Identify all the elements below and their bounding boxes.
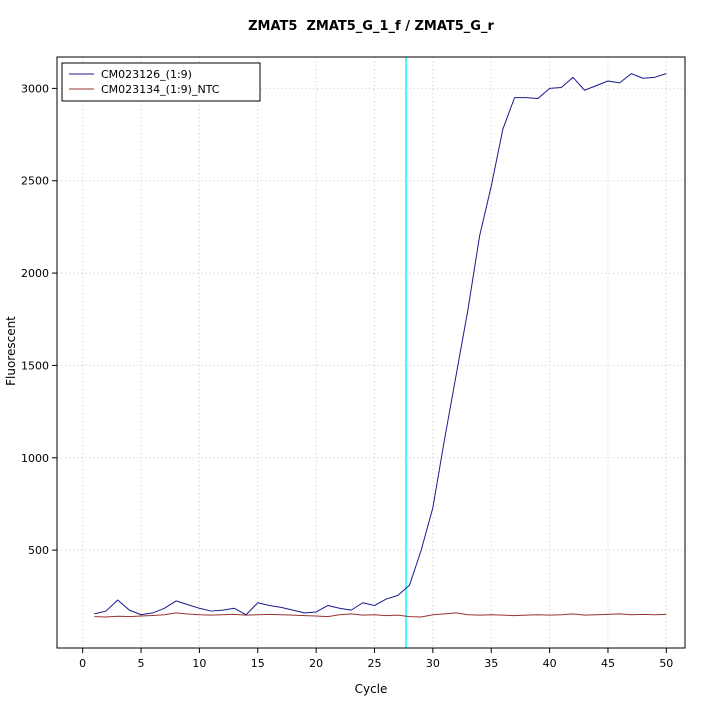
x-axis-label: Cycle — [355, 682, 388, 696]
series-line-0 — [94, 73, 667, 616]
legend-box — [61, 62, 261, 102]
x-tick-label: 35 — [484, 657, 498, 670]
y-axis-label: Fluorescent — [4, 316, 18, 386]
chart-title: ZMAT5 ZMAT5_G_1_f / ZMAT5_G_r — [248, 19, 494, 34]
plot-border — [56, 56, 686, 649]
x-tick-label: 0 — [79, 657, 86, 670]
y-tick-label: 1500 — [21, 359, 49, 372]
x-tick-label: 30 — [426, 657, 440, 670]
y-tick-label: 3000 — [21, 82, 49, 95]
y-tick-label: 2500 — [21, 175, 49, 188]
x-tick-label: 25 — [368, 657, 382, 670]
y-tick-label: 1000 — [21, 452, 49, 465]
x-tick-label: 50 — [659, 657, 673, 670]
x-tick-label: 5 — [138, 657, 145, 670]
x-tick-label: 40 — [543, 657, 557, 670]
plot-area: 0 5 10 15 20 25 30 35 40 45 50 500 1000 1500 2000 2500 3… — [21, 56, 686, 670]
x-tick-label: 20 — [309, 657, 323, 670]
legend-label-1: CM023134_(1:9)_NTC — [101, 83, 220, 96]
legend: CM023126_(1:9) CM023134_(1:9)_NTC — [61, 62, 261, 102]
x-tick-label: 45 — [601, 657, 615, 670]
y-tick-label: 2000 — [21, 267, 49, 280]
x-tick-label: 15 — [251, 657, 265, 670]
legend-label-0: CM023126_(1:9) — [101, 68, 192, 81]
x-tick-label: 10 — [192, 657, 206, 670]
y-tick-label: 500 — [28, 544, 49, 557]
series-line-1 — [94, 612, 667, 618]
